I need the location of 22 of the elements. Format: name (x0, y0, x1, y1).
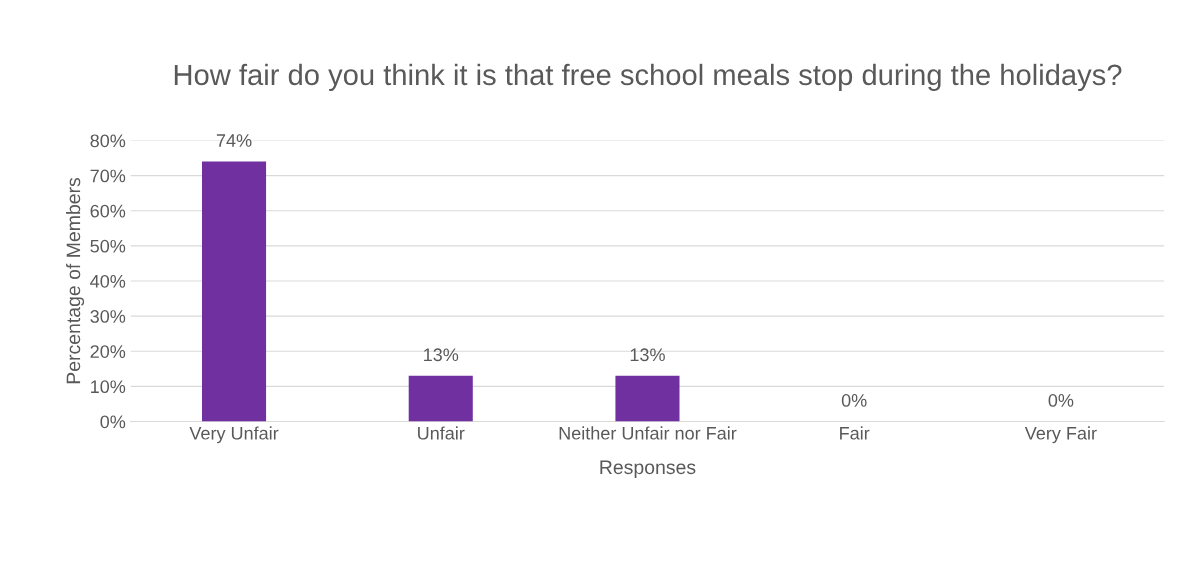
x-tick-label: Fair (840, 426, 870, 440)
x-tick-label: Neither Unfair nor Fair (559, 426, 737, 440)
data-label: 74% (216, 134, 252, 147)
data-label: 0% (1048, 394, 1074, 407)
y-tick-label: 20% (90, 345, 126, 358)
y-tick-label: 50% (90, 239, 126, 253)
x-tick-label: Very Unfair (189, 426, 279, 444)
data-label: 13% (630, 348, 665, 362)
y-tick-label: 30% (90, 310, 126, 323)
x-tick-label: Very Fair (1024, 426, 1097, 444)
x-axis-title: Responses (600, 460, 696, 478)
data-label: 0% (841, 394, 867, 407)
y-tick-label: 0% (100, 415, 126, 429)
y-tick-label: 80% (90, 134, 126, 148)
x-tick-label: Unfair (418, 426, 465, 440)
chart-title: How fair do you think it is that free school meals stop during the holidays? (174, 63, 1122, 91)
y-tick-label: 70% (90, 169, 126, 183)
y-tick-label: 40% (90, 274, 126, 288)
y-axis-title: Percentage of Members (66, 177, 85, 384)
y-tick-label: 10% (91, 380, 126, 394)
y-tick-label: 60% (90, 204, 126, 218)
data-label: 13% (424, 348, 459, 362)
